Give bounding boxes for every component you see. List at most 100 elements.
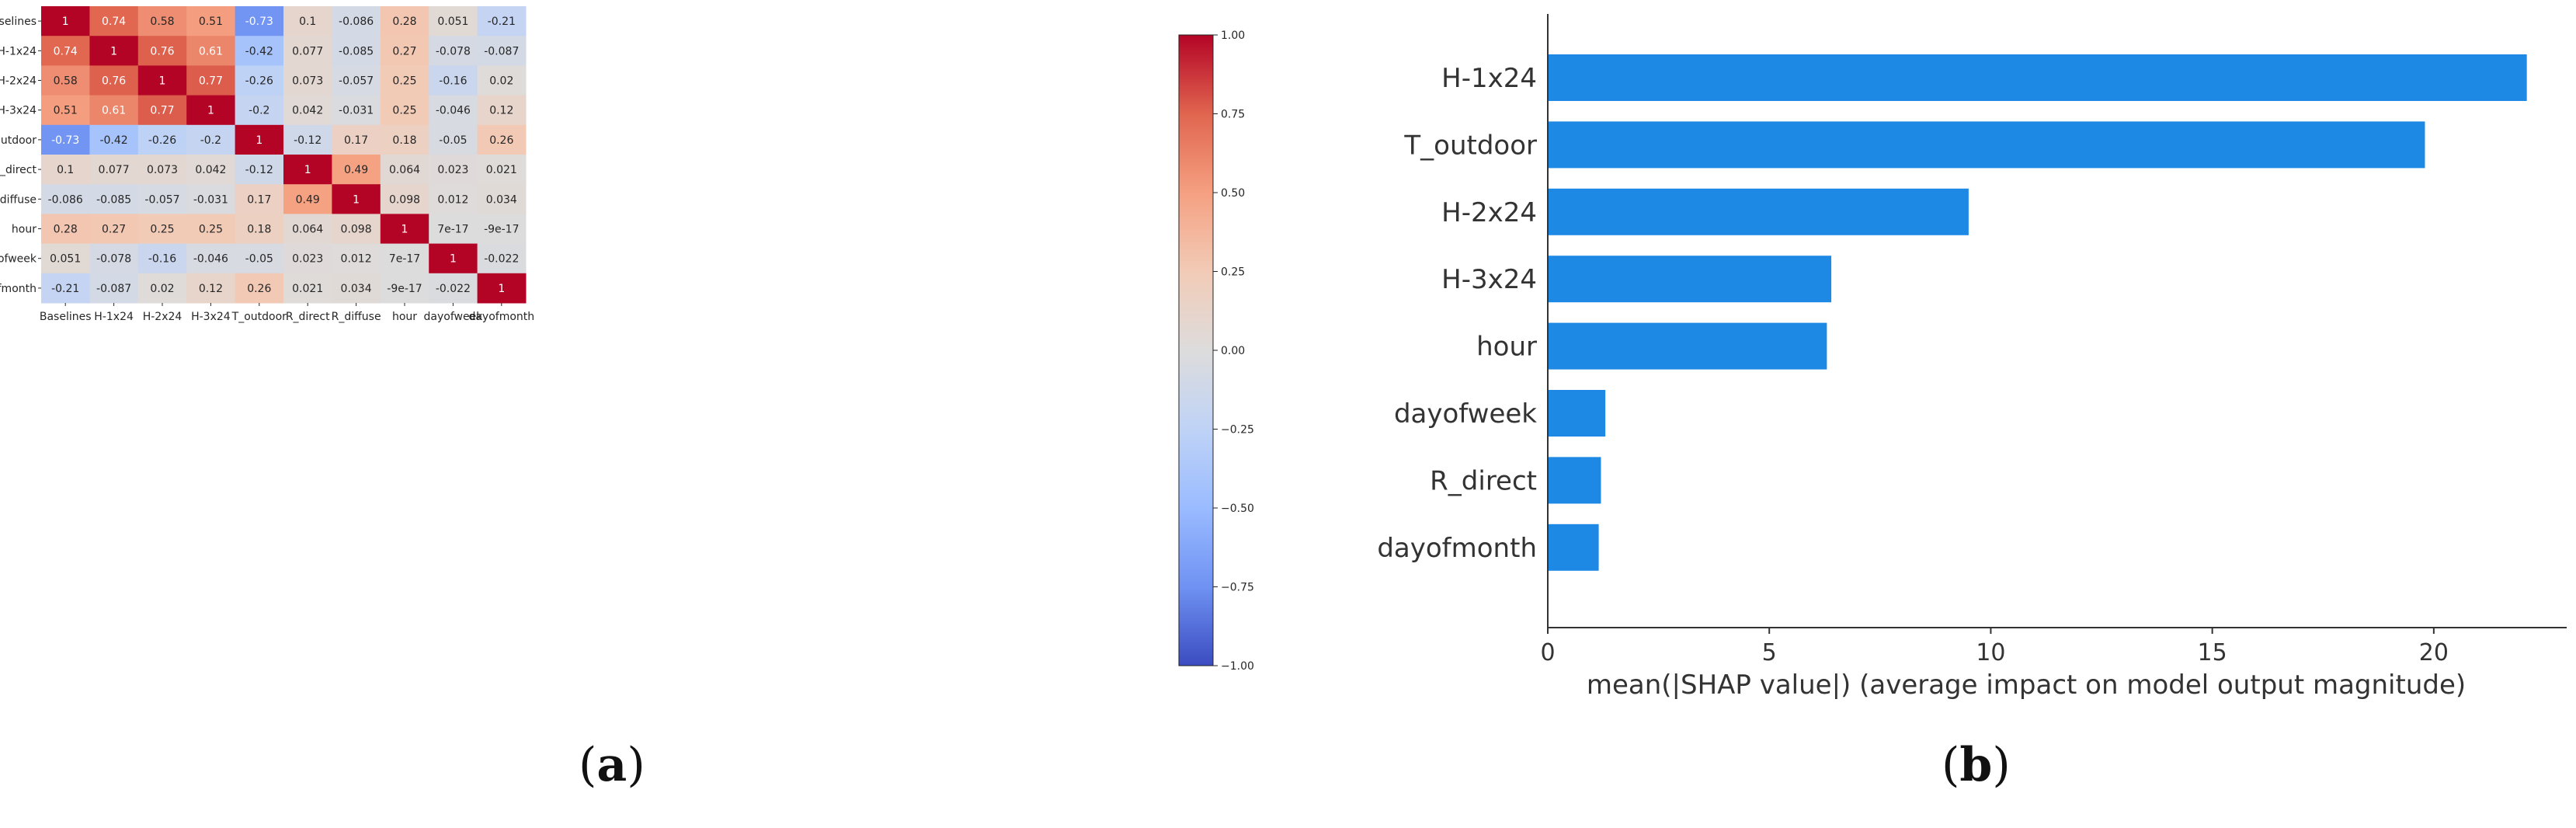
heatmap-row-label: R_diffuse [0, 193, 37, 206]
heatmap-cell [429, 6, 478, 37]
heatmap-cell-value: 0.28 [392, 16, 416, 28]
heatmap-cell [137, 273, 187, 304]
heatmap-row-label: hour [12, 224, 37, 236]
heatmap-cell-value: -0.12 [245, 164, 273, 176]
heatmap-cell [380, 65, 429, 96]
heatmap-cell-value: -0.046 [193, 253, 228, 266]
heatmap-cell-value: 0.58 [150, 16, 174, 28]
heatmap-cell [332, 243, 381, 274]
heatmap-cell-value: -0.086 [339, 16, 374, 28]
heatmap-cell [89, 95, 139, 126]
heatmap-cell [41, 155, 90, 185]
heatmap-cell [89, 273, 139, 304]
heatmap-cell [380, 6, 429, 37]
x-tick-label: 20 [2419, 639, 2449, 666]
heatmap-cell [137, 214, 187, 245]
heatmap-cell-value: 1 [159, 75, 166, 88]
heatmap-cell [283, 273, 332, 304]
heatmap-cell [41, 214, 90, 245]
heatmap-cell-value: 0.098 [341, 224, 372, 236]
heatmap-cell [137, 36, 187, 66]
heatmap-cell-value: 0.042 [292, 105, 323, 117]
heatmap-row-label: H-1x24 [0, 45, 37, 57]
heatmap-cell-value: 0.064 [292, 224, 323, 236]
heatmap-cell-value: -0.057 [339, 75, 374, 88]
heatmap-cell [137, 124, 187, 155]
heatmap-cell-value: 0.1 [57, 164, 74, 176]
x-tick-label: 5 [1762, 639, 1777, 666]
heatmap-cell-value: 0.61 [102, 105, 126, 117]
heatmap-cell [477, 243, 527, 274]
heatmap-cell-value: 0.077 [99, 164, 130, 176]
heatmap-cell [477, 65, 527, 96]
heatmap-cell-value: 0.49 [296, 193, 320, 206]
heatmap-cell-value: 1 [256, 134, 262, 147]
heatmap-row-label: H-2x24 [0, 75, 37, 88]
heatmap-row-label: dayofweek [0, 253, 37, 266]
heatmap-cell-value: 0.098 [389, 193, 420, 206]
heatmap-cell [283, 184, 332, 214]
heatmap-cell [186, 214, 236, 245]
heatmap-cell-value: 0.051 [437, 16, 468, 28]
colorbar-tick-label: 0.50 [1221, 187, 1245, 200]
heatmap-cell [283, 95, 332, 126]
heatmap-cell [332, 214, 381, 245]
heatmap-cell [186, 155, 236, 185]
heatmap-cell-value: -0.16 [439, 75, 467, 88]
heatmap-cell-value: 0.042 [195, 164, 226, 176]
heatmap-cell-value: -0.031 [193, 193, 228, 206]
heatmap-cell [235, 214, 284, 245]
heatmap-cell [41, 243, 90, 274]
heatmap-cell-value: -0.26 [245, 75, 273, 88]
heatmap-cell [283, 36, 332, 66]
heatmap-cell-value: 1 [207, 105, 214, 117]
shap-bar [1548, 457, 1601, 504]
heatmap-cell [89, 36, 139, 66]
heatmap-cell [332, 124, 381, 155]
heatmap-cell [477, 6, 527, 37]
heatmap-column-label: H-1x24 [94, 311, 134, 323]
x-tick-label: 0 [1540, 639, 1555, 666]
heatmap-cell-value: 0.18 [392, 134, 416, 147]
bar-chart-panel: H-1x24 T_outdoor H-2x24 H-3x24 hour dayofweek… [1377, 14, 2567, 699]
heatmap-cell-value: 0.034 [341, 283, 372, 295]
colorbar [1178, 34, 1214, 666]
heatmap-cell-value: 0.021 [486, 164, 517, 176]
heatmap-cell-value: -0.085 [339, 45, 374, 57]
heatmap-cell [332, 36, 381, 66]
heatmap-cell [429, 214, 478, 245]
heatmap-cell [235, 36, 284, 66]
heatmap-cell [477, 273, 527, 304]
heatmap-cell [186, 273, 236, 304]
heatmap-cell-value: -0.12 [294, 134, 322, 147]
heatmap-cell [41, 36, 90, 66]
heatmap-cell-value: 0.077 [292, 45, 323, 57]
heatmap-column-label: H-2x24 [143, 311, 183, 323]
heatmap-cell-value: -0.2 [249, 105, 269, 117]
heatmap-cell [380, 95, 429, 126]
heatmap-row-label: T_outdoor [0, 134, 37, 147]
heatmap-cell-value: 0.76 [150, 45, 174, 57]
heatmap-cell-value: -0.21 [488, 16, 516, 28]
heatmap-cell [41, 65, 90, 96]
heatmap-column-label: T_outdoor [231, 311, 287, 323]
heatmap-cell [477, 214, 527, 245]
heatmap-cell-value: 0.073 [147, 164, 178, 176]
heatmap-cell [41, 184, 90, 214]
heatmap-row-label: Baselines [0, 16, 37, 28]
heatmap-column-label: dayofweek [424, 311, 484, 323]
heatmap-cell [283, 6, 332, 37]
heatmap-cell-value: -0.086 [48, 193, 83, 206]
heatmap-cell [235, 124, 284, 155]
heatmap-cell-value: 0.27 [392, 45, 416, 57]
heatmap-cell-value: -0.078 [96, 253, 131, 266]
shap-bar [1548, 54, 2527, 101]
heatmap-cell [41, 95, 90, 126]
colorbar-tick-label: 1.00 [1221, 30, 1245, 42]
heatmap-row-label: dayofmonth [0, 283, 37, 295]
heatmap-cell-value: -0.087 [96, 283, 131, 295]
heatmap-cell-value: -0.022 [484, 253, 519, 266]
heatmap-cell [235, 65, 284, 96]
colorbar-tick-label: 0.25 [1221, 266, 1245, 279]
heatmap-cell-value: 1 [450, 253, 457, 266]
